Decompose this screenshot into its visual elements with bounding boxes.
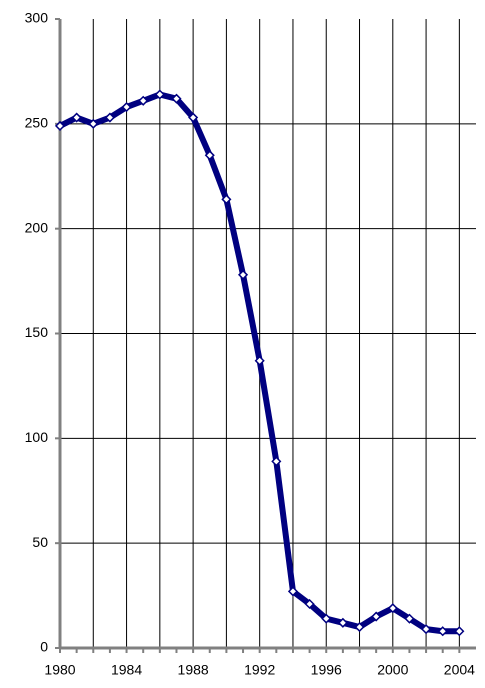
y-tick-label: 0: [40, 639, 48, 655]
x-tick-label: 1988: [178, 662, 209, 678]
x-tick-label: 1980: [44, 662, 75, 678]
marker: [437, 626, 448, 637]
marker: [354, 621, 365, 633]
x-tick-label: 1992: [244, 662, 275, 678]
marker: [237, 269, 249, 280]
y-tick-label: 100: [25, 429, 49, 445]
marker: [104, 112, 115, 123]
marker: [421, 624, 432, 635]
marker: [171, 93, 182, 104]
marker: [387, 603, 398, 614]
marker: [304, 598, 315, 610]
y-tick-label: 300: [25, 10, 49, 26]
x-tick-label: 2000: [377, 662, 408, 678]
y-tick-label: 200: [25, 219, 49, 235]
marker: [221, 194, 232, 205]
x-tick-label: 2004: [444, 662, 475, 678]
y-tick-label: 250: [25, 115, 49, 131]
marker: [204, 150, 215, 161]
marker: [321, 613, 332, 624]
marker: [54, 120, 66, 131]
marker: [88, 118, 99, 129]
marker: [254, 355, 265, 366]
marker: [154, 89, 165, 100]
marker: [188, 112, 199, 123]
marker: [371, 611, 382, 622]
y-tick-label: 150: [25, 324, 49, 340]
marker: [404, 613, 415, 624]
x-tick-label: 1984: [111, 662, 142, 678]
x-tick-label: 1996: [311, 662, 342, 678]
marker: [138, 95, 149, 106]
marker: [454, 626, 465, 637]
marker: [287, 586, 299, 597]
y-tick-label: 50: [32, 534, 48, 550]
marker: [271, 456, 282, 467]
marker: [71, 112, 82, 123]
marker: [337, 617, 348, 628]
marker: [121, 101, 132, 113]
